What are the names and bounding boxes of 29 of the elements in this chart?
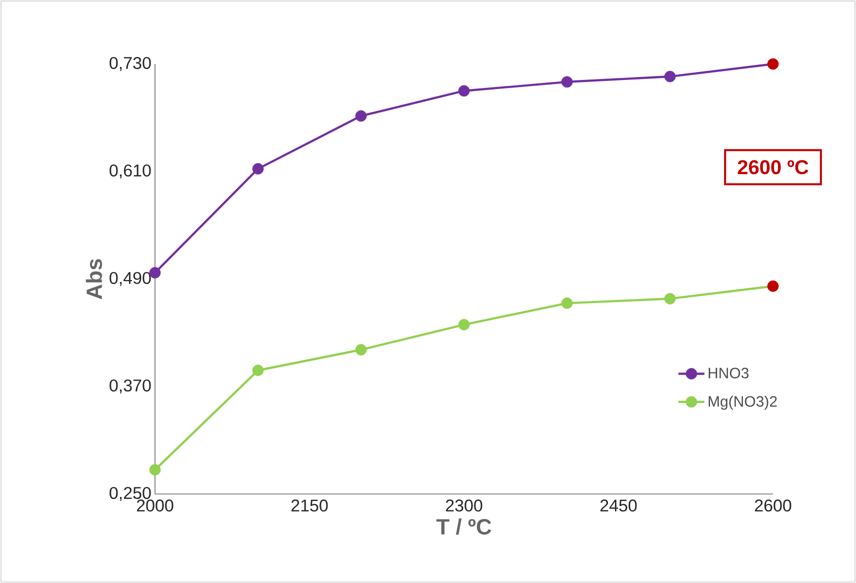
x-axis-title: T / ºC bbox=[436, 518, 492, 535]
y-tick-label: 0,610 bbox=[110, 164, 151, 179]
point bbox=[149, 464, 161, 476]
y-tick-label: 0,730 bbox=[110, 56, 151, 72]
point bbox=[149, 267, 161, 278]
x-tick-label: 2450 bbox=[600, 500, 637, 512]
y-tick-label: 0,370 bbox=[110, 379, 151, 394]
point bbox=[767, 280, 779, 292]
point bbox=[458, 318, 470, 330]
y-axis-title: Abs bbox=[86, 259, 102, 300]
point bbox=[767, 58, 779, 70]
point bbox=[458, 85, 470, 97]
annotation: 2600 ºC bbox=[738, 160, 808, 174]
point bbox=[664, 70, 676, 82]
point bbox=[355, 110, 367, 122]
legend-label: Mg(NO3)2 bbox=[708, 396, 777, 410]
point bbox=[561, 297, 573, 309]
point bbox=[252, 364, 264, 376]
point bbox=[664, 293, 676, 304]
y-tick-label: 0,250 bbox=[110, 486, 151, 502]
legend-label: HNO3 bbox=[708, 368, 749, 378]
point bbox=[561, 76, 573, 88]
point bbox=[252, 163, 264, 175]
point bbox=[355, 344, 367, 356]
y-tick-label: 0,490 bbox=[110, 272, 151, 286]
x-tick-label: 2000 bbox=[136, 500, 174, 512]
x-tick-label: 2600 bbox=[754, 500, 792, 512]
x-tick-label: 2300 bbox=[446, 500, 482, 512]
x-tick-label: 2150 bbox=[291, 500, 328, 512]
